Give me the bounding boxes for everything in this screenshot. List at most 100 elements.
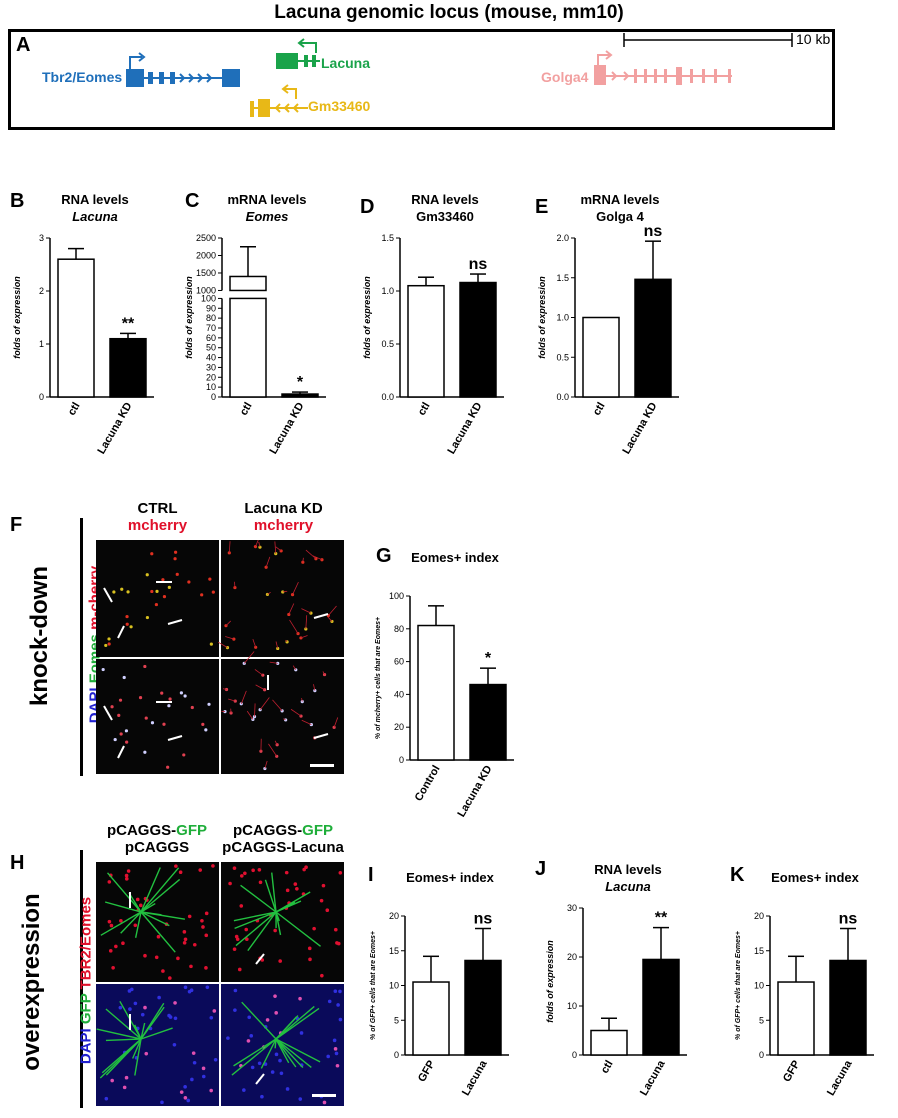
cell (229, 711, 233, 715)
y-tick-label: 80 (394, 624, 404, 634)
nucleus (285, 1087, 290, 1091)
neurite (225, 636, 234, 640)
cell (313, 688, 317, 693)
nucleus (126, 869, 131, 873)
nucleus (179, 1090, 184, 1094)
nucleus (183, 1096, 188, 1100)
nucleus (326, 1054, 330, 1059)
cell (227, 551, 231, 555)
neurite (275, 546, 282, 552)
chart-i: Eomes+ index % of GFP+ cells that are Eom… (370, 870, 509, 1098)
y-tick-label: 0 (399, 755, 404, 765)
gfp-process (140, 867, 180, 913)
gfp-process (140, 1027, 173, 1040)
gfp-process (140, 878, 181, 913)
oe-scale-bar (312, 1094, 336, 1097)
cell (259, 749, 263, 753)
nucleus (333, 927, 338, 932)
y-tick-label: 30 (567, 903, 577, 913)
neurite (285, 639, 288, 643)
neurite (305, 549, 317, 560)
neurite (255, 684, 265, 691)
gfp-process (275, 1038, 321, 1063)
nucleus (138, 903, 143, 908)
neurite (292, 581, 299, 595)
nucleus (107, 880, 112, 884)
cell (125, 740, 129, 744)
nucleus (135, 897, 140, 902)
cell (290, 593, 295, 597)
locus-diagram (126, 33, 793, 117)
nucleus (190, 1077, 194, 1082)
gfp-process (131, 1038, 142, 1059)
chart-j: RNA levels Lacuna folds of expression 0 10 20… (545, 862, 687, 1098)
gfp-process (275, 1007, 320, 1040)
nucleus (274, 1011, 278, 1015)
cell (150, 721, 155, 725)
cell (125, 614, 129, 619)
neurite (290, 708, 302, 717)
nucleus (250, 1065, 255, 1070)
nucleus (183, 1085, 187, 1089)
gfp-process (105, 1038, 142, 1042)
nucleus (209, 1088, 213, 1093)
chart-title: RNA levels (61, 192, 128, 207)
scale-bar (623, 33, 793, 47)
nucleus (274, 1052, 279, 1057)
nucleus (213, 1057, 218, 1062)
chart-k: Eomes+ index % of GFP+ cells that are Eom… (735, 870, 874, 1098)
panel-label-d: D (360, 196, 375, 218)
neurite (222, 688, 227, 690)
gfp-process (140, 1002, 165, 1040)
gfp-process (274, 1038, 277, 1049)
y-tick-label: 20 (754, 911, 764, 921)
nucleus (182, 941, 187, 945)
bar (590, 1029, 628, 1056)
cell (124, 729, 129, 733)
neurite (301, 719, 312, 725)
significance-label: ** (122, 315, 135, 332)
nucleus (161, 969, 165, 973)
nucleus (140, 1012, 145, 1017)
y-axis-label: folds of expression (362, 276, 372, 359)
significance-label: ns (644, 223, 663, 240)
oe-pcaggs-dapi-image (96, 984, 219, 1106)
x-tick-label: ctl (416, 401, 433, 418)
nucleus (245, 937, 249, 942)
neurite (288, 603, 295, 615)
bar (417, 624, 455, 761)
gfp-process (275, 911, 280, 922)
y-tick-label: 2000 (196, 250, 216, 260)
gfp-process (140, 911, 176, 953)
chart-title: Eomes+ index (411, 550, 500, 565)
panel-label-c: C (185, 190, 200, 212)
figure-title: Lacuna genomic locus (mouse, mm10) (274, 2, 624, 23)
y-axis-label: % of mcherry+ cells that are Eomes+ (375, 617, 382, 739)
nucleus (325, 908, 330, 913)
nucleus (307, 946, 312, 951)
y-tick-label: 1000 (196, 285, 216, 295)
cell (211, 590, 215, 594)
gfp-process (120, 911, 142, 934)
nucleus (258, 880, 263, 885)
neurite (301, 608, 312, 614)
nucleus (237, 967, 242, 972)
kd-col1-label: CTRL mcherry (127, 500, 188, 534)
nucleus (143, 1005, 147, 1010)
cell (225, 646, 230, 650)
cell (107, 642, 111, 646)
cell (138, 696, 143, 700)
chart-title: Eomes+ index (406, 870, 495, 885)
nucleus (168, 976, 172, 980)
nucleus (336, 941, 341, 946)
y-tick-label: 50 (206, 343, 216, 353)
nucleus (114, 944, 118, 949)
nucleus (239, 904, 244, 908)
y-tick-label: 1.0 (381, 286, 394, 296)
cell (113, 737, 117, 742)
nucleus (143, 953, 147, 958)
gfp-process (234, 911, 277, 930)
nucleus (107, 919, 112, 924)
bar (582, 316, 620, 398)
